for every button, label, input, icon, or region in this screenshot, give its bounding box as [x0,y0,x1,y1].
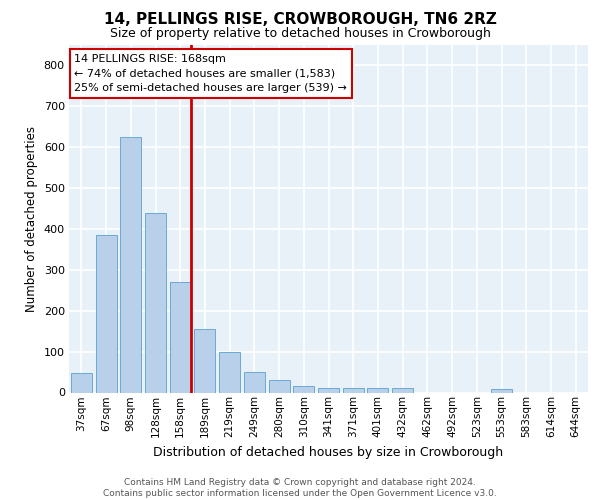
Bar [269,380,290,392]
Bar [219,352,240,393]
Text: Size of property relative to detached houses in Crowborough: Size of property relative to detached ho… [110,28,490,40]
X-axis label: Distribution of detached houses by size in Crowborough: Distribution of detached houses by size … [154,446,503,458]
Bar [343,388,364,392]
Bar [145,212,166,392]
Bar [120,137,141,392]
Bar [367,388,388,392]
Bar [244,372,265,392]
Bar [318,388,339,392]
Text: Contains HM Land Registry data © Crown copyright and database right 2024.
Contai: Contains HM Land Registry data © Crown c… [103,478,497,498]
Y-axis label: Number of detached properties: Number of detached properties [25,126,38,312]
Bar [392,388,413,392]
Bar [293,386,314,392]
Text: 14, PELLINGS RISE, CROWBOROUGH, TN6 2RZ: 14, PELLINGS RISE, CROWBOROUGH, TN6 2RZ [104,12,496,28]
Bar [71,373,92,392]
Bar [95,235,116,392]
Bar [194,329,215,392]
Bar [491,389,512,392]
Text: 14 PELLINGS RISE: 168sqm
← 74% of detached houses are smaller (1,583)
25% of sem: 14 PELLINGS RISE: 168sqm ← 74% of detach… [74,54,347,94]
Bar [170,282,191,393]
